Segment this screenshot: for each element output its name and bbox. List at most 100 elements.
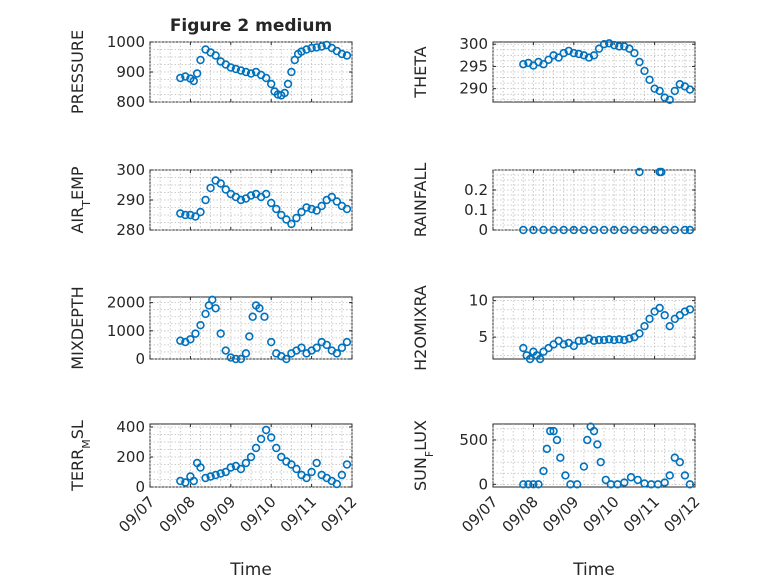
data-point <box>635 57 644 67</box>
y-tick-label: 0 <box>478 221 488 239</box>
data-point <box>307 204 316 214</box>
data-point <box>297 47 306 56</box>
data-point <box>221 467 230 477</box>
data-point <box>241 349 251 358</box>
x-tick-label: 09/08 <box>499 493 542 536</box>
data-point <box>685 480 695 489</box>
x-tick-label: 09/11 <box>620 493 663 536</box>
data-point <box>601 475 610 485</box>
data-point <box>559 340 568 349</box>
data-point <box>615 335 624 344</box>
data-point <box>337 470 347 480</box>
data-point <box>272 443 281 453</box>
data-point <box>332 349 342 358</box>
data-point <box>685 305 695 314</box>
data-point <box>670 225 679 235</box>
data-point <box>211 470 220 480</box>
data-point <box>221 346 230 355</box>
y-tick-label: 200 <box>116 448 145 466</box>
data-point <box>181 72 190 81</box>
data-point <box>201 195 210 205</box>
data-point <box>596 457 605 467</box>
data-point <box>675 457 685 467</box>
grid <box>149 41 353 103</box>
y-axis-label: AIRTEMP <box>68 166 93 233</box>
data-point <box>559 225 568 235</box>
data-point <box>181 478 190 487</box>
subplot-h2omixra: 5 10 H2OMIXRA <box>411 285 696 371</box>
data-point <box>201 473 210 483</box>
data-point <box>206 183 215 193</box>
data-point <box>236 195 246 205</box>
data-point <box>609 335 619 345</box>
data-point <box>231 354 241 364</box>
data-point <box>583 435 592 445</box>
data-point <box>635 167 644 177</box>
data-point <box>196 320 205 330</box>
data-point <box>609 225 619 235</box>
data-point <box>206 472 215 481</box>
y-axis-label: MIXDEPTH <box>68 286 87 369</box>
data-point <box>282 354 291 364</box>
data-point <box>626 473 636 482</box>
data-point <box>554 53 563 62</box>
data-point <box>221 185 230 194</box>
data-point <box>519 60 528 69</box>
data-point <box>211 304 220 313</box>
data-point <box>574 336 584 345</box>
data-point <box>655 303 664 313</box>
data-point <box>342 51 352 60</box>
data-point <box>552 435 562 445</box>
data-point <box>640 321 649 331</box>
data-point <box>556 453 565 462</box>
data-point <box>660 225 669 235</box>
data-point <box>549 225 558 235</box>
data-point <box>186 210 195 220</box>
y-tick-label: 500 <box>459 431 488 449</box>
y-tick-label: 0 <box>135 478 145 496</box>
data-point <box>589 426 599 436</box>
data-point <box>241 458 251 468</box>
data-point <box>599 40 609 49</box>
data-point <box>255 304 264 313</box>
data-point <box>665 321 674 331</box>
data-point <box>604 39 614 48</box>
data-point <box>256 434 266 444</box>
data-point <box>630 225 639 235</box>
data-point <box>307 43 316 53</box>
data-point <box>176 209 185 218</box>
data-point <box>584 334 594 343</box>
y-axis-label: RAINFALL <box>411 163 430 238</box>
data-point <box>216 469 225 478</box>
data-point <box>260 312 269 321</box>
data-point <box>589 225 599 235</box>
data-point <box>342 460 352 469</box>
data-point <box>176 476 185 486</box>
x-tick-label: 09/10 <box>236 493 279 536</box>
data-point <box>542 444 552 454</box>
data-point <box>248 312 257 321</box>
data-point <box>337 343 347 352</box>
subplot-air-temp: 280 290 300 AIRTEMP <box>68 161 353 239</box>
data-point <box>332 197 342 206</box>
x-tick-label: 09/11 <box>277 493 320 536</box>
y-tick-label: 2000 <box>107 294 145 312</box>
data-point <box>633 475 642 485</box>
y-tick-label: 300 <box>459 35 488 53</box>
data-point <box>297 207 306 217</box>
data-point <box>282 215 291 224</box>
data-point <box>569 341 578 351</box>
data-point <box>519 343 528 353</box>
data-point <box>594 44 604 53</box>
y-tick-label: 1000 <box>107 33 145 51</box>
data-point <box>297 343 306 352</box>
subplot-pressure: 800 900 1000 PRESSURE <box>68 30 353 114</box>
data-point <box>539 225 548 235</box>
data-point <box>251 443 261 453</box>
y-tick-label: 0 <box>135 350 145 368</box>
x-tick-label: 09/07 <box>115 493 158 536</box>
data-point <box>246 191 256 200</box>
data-point <box>312 458 321 468</box>
data-point <box>317 201 326 211</box>
data-point <box>280 88 289 98</box>
